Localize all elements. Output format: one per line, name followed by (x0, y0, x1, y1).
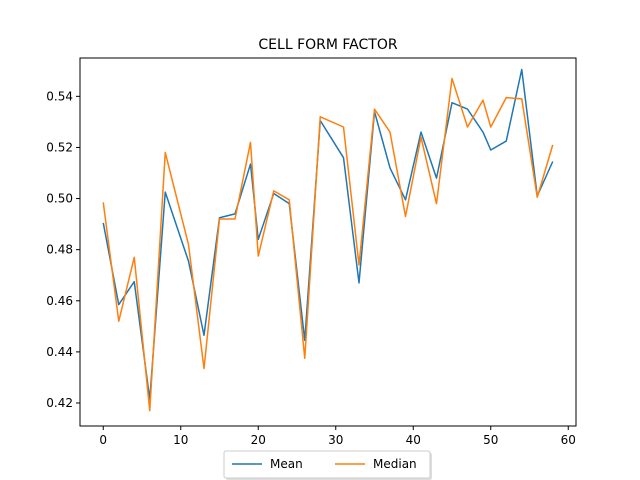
series-layer (102, 68, 554, 412)
y-tick-label: 0.50 (46, 192, 73, 206)
legend-label-mean: Mean (270, 457, 303, 471)
legend-label-median: Median (373, 457, 417, 471)
series-line-mean (102, 68, 554, 400)
x-tick-label: 60 (561, 433, 576, 447)
series-line-median (102, 77, 554, 412)
y-tick-label: 0.46 (46, 294, 73, 308)
y-tick-label: 0.44 (46, 345, 73, 359)
x-tick-label: 30 (328, 433, 343, 447)
x-tick-label: 50 (483, 433, 498, 447)
x-tick-label: 10 (173, 433, 188, 447)
x-tick-label: 0 (99, 433, 107, 447)
x-tick-label: 40 (406, 433, 421, 447)
y-tick-label: 0.52 (46, 140, 73, 154)
chart-title: CELL FORM FACTOR (258, 37, 397, 53)
legend: Mean Median (223, 450, 432, 480)
y-tick-label: 0.54 (46, 89, 73, 103)
x-axis: 0 10 20 30 40 50 60 (99, 426, 576, 447)
y-tick-label: 0.42 (46, 396, 73, 410)
y-tick-label: 0.48 (46, 243, 73, 257)
y-axis: 0.42 0.44 0.46 0.48 0.50 0.52 0.54 (46, 89, 80, 410)
x-tick-label: 20 (251, 433, 266, 447)
plot-frame (79, 57, 577, 427)
legend-box (223, 450, 431, 479)
